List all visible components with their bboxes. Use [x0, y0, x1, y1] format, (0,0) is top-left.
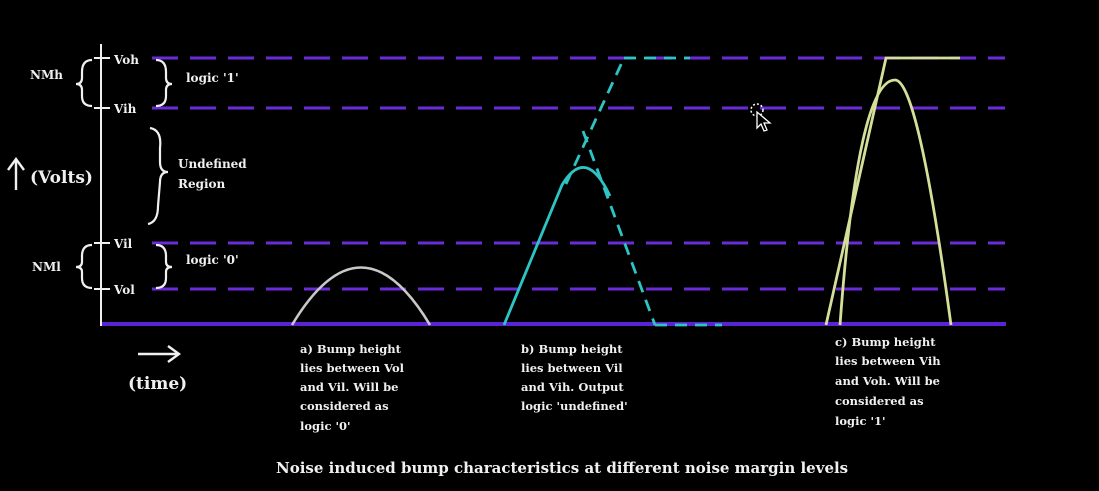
logic1-brace — [155, 58, 173, 108]
caption-b-line: and Vih. Output — [521, 380, 624, 394]
caption-c-line: considered as — [835, 394, 924, 408]
logic0-label: logic '0' — [186, 253, 239, 267]
undefined-label-line1: Undefined — [178, 157, 247, 171]
bump-c-inner — [838, 78, 953, 326]
bump-a-curve — [290, 266, 432, 326]
diagram-title: Noise induced bump characteristics at di… — [276, 459, 848, 477]
caption-a-line: and Vil. Will be — [300, 380, 399, 394]
caption-b-line: b) Bump height — [521, 342, 623, 356]
caption-c: c) Bump height lies between Vih and Voh.… — [835, 335, 941, 428]
undefined-brace — [147, 126, 169, 226]
caption-a-line: a) Bump height — [300, 342, 402, 356]
up-arrow-icon — [7, 156, 25, 190]
vol-label: Vol — [113, 283, 135, 297]
level-lines — [152, 56, 1005, 291]
nmh-brace — [75, 58, 93, 108]
bump-b-dashed-path — [564, 56, 722, 327]
nml-brace — [75, 243, 93, 290]
undefined-label-line2: Region — [178, 177, 226, 191]
caption-a-line: considered as — [300, 399, 389, 413]
caption-a-line: lies between Vol — [300, 361, 405, 375]
caption-b-line: logic 'undefined' — [521, 399, 628, 413]
caption-a: a) Bump height lies between Vol and Vil.… — [300, 342, 405, 433]
logic1-label: logic '1' — [186, 71, 239, 85]
vil-label: Vil — [113, 237, 133, 251]
axis-ticks — [94, 57, 110, 290]
logic0-brace — [155, 243, 173, 290]
caption-a-line: logic '0' — [300, 419, 351, 433]
bump-c-outer — [824, 56, 960, 326]
caption-c-line: and Voh. Will be — [835, 374, 940, 388]
caption-c-line: lies between Vih — [835, 354, 941, 368]
vih-label: Vih — [113, 102, 137, 116]
right-arrow-icon — [138, 345, 182, 363]
nml-label: NMl — [32, 260, 61, 274]
y-axis-label: (Volts) — [30, 168, 93, 188]
caption-c-line: logic '1' — [835, 414, 886, 428]
mouse-cursor-icon — [750, 103, 772, 132]
caption-b: b) Bump height lies between Vil and Vih.… — [521, 342, 628, 413]
caption-c-line: c) Bump height — [835, 335, 936, 349]
bump-b-curve — [502, 166, 612, 326]
caption-b-line: lies between Vil — [521, 361, 623, 375]
voh-label: Voh — [113, 53, 139, 67]
x-axis-label: (time) — [128, 374, 187, 394]
nmh-label: NMh — [30, 68, 63, 82]
